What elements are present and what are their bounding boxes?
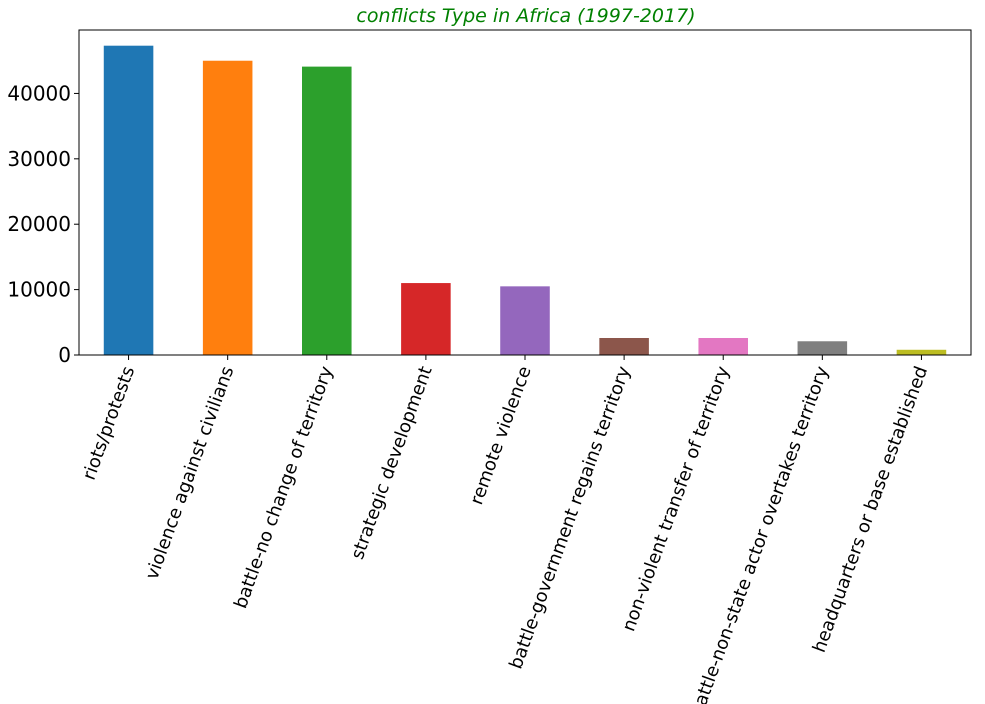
y-tick-label: 40000	[7, 81, 71, 105]
x-tick-label: strategic development	[347, 364, 436, 563]
bar-3	[302, 66, 352, 355]
bar-1	[103, 45, 154, 356]
bar-5	[500, 286, 550, 355]
bar-9	[896, 349, 947, 355]
bar-2	[202, 60, 253, 355]
x-tick-label: violence against civilians	[142, 364, 239, 583]
y-tick-label: 10000	[7, 278, 71, 302]
y-tick-label: 0	[58, 343, 71, 367]
plot-frame	[78, 29, 972, 356]
bar-6	[599, 337, 649, 355]
bar-4	[401, 283, 451, 355]
x-tick-label: battle-government regains territory	[505, 363, 634, 672]
x-tick-label: riots/protests	[79, 364, 140, 483]
y-tick-label: 20000	[7, 212, 71, 236]
x-tick-label: non-violent transfer of territory	[618, 363, 734, 634]
x-tick-label: remote violence	[466, 364, 536, 508]
x-tick-label: battle-no change of territory	[230, 363, 337, 611]
x-tick-label: headquarters or base established	[809, 364, 932, 656]
x-axis: riots/protests violence against civilians…	[79, 355, 932, 704]
bar-8	[797, 341, 848, 355]
bar-7	[698, 337, 748, 355]
y-tick-label: 30000	[7, 147, 71, 171]
bars-group	[103, 45, 947, 356]
chart-title: conflicts Type in Africa (1997-2017)	[356, 5, 695, 27]
y-axis: 0 10000 20000 30000 40000	[7, 81, 79, 367]
